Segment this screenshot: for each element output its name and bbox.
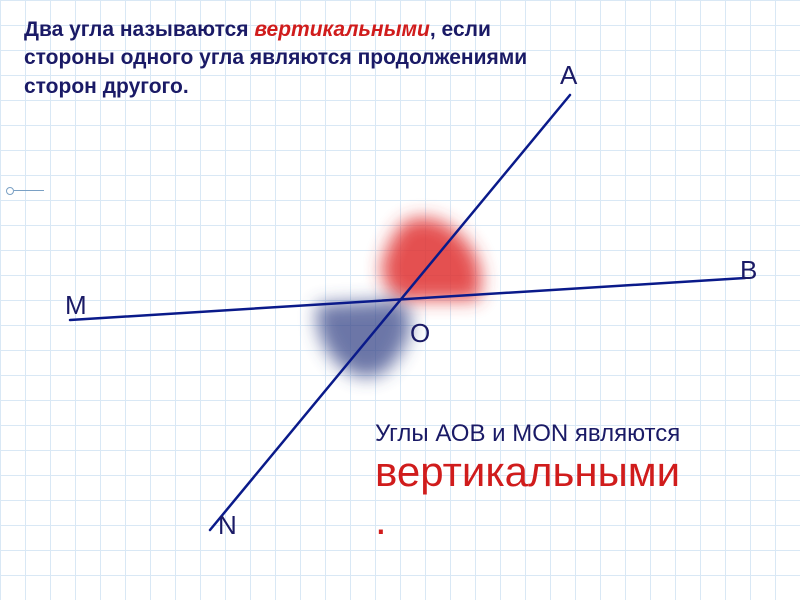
point-label-B: В — [740, 255, 757, 286]
conclusion-text: Углы АОВ и МОN являются вертикальными . — [375, 420, 680, 544]
conclusion-dot: . — [375, 496, 387, 543]
point-label-A: А — [560, 60, 577, 91]
conclusion-keyword: вертикальными — [375, 448, 680, 495]
point-label-O: О — [410, 318, 430, 349]
angle-MON — [317, 300, 410, 377]
angle-AOB — [382, 218, 481, 300]
point-label-M: М — [65, 290, 87, 321]
point-label-N: N — [218, 510, 237, 541]
conclusion-line1: Углы АОВ и МОN являются — [375, 420, 680, 448]
